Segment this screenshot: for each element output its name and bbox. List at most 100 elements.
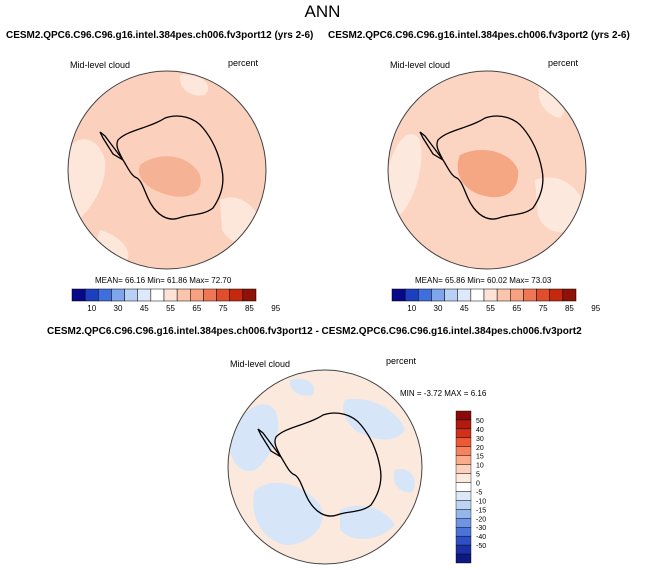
- panel1-colorbar-tick-label: 95: [271, 304, 280, 313]
- diff-colorbar-swatch: [455, 455, 472, 465]
- panel1-colorbar-swatch: [203, 288, 217, 302]
- diff-colorbar-tick-label: 0: [476, 481, 480, 488]
- diff-colorbar-swatch: [455, 527, 472, 537]
- diff-blue-patch: [340, 505, 395, 540]
- diff-blue-patch: [343, 399, 405, 440]
- diff-map: [227, 369, 423, 565]
- diff-colorbar-tick-label: 20: [476, 445, 484, 452]
- diff-variable-label: Mid-level cloud: [230, 359, 291, 369]
- diff-colorbar-tick-label: 15: [476, 454, 484, 461]
- panel1-colorbar-tick-label: 85: [245, 304, 254, 313]
- diff-colorbar-swatch: [455, 544, 472, 555]
- diff-stats: MIN = -3.72 MAX = 6.16: [400, 389, 487, 398]
- panel2-colorbar-tick-label: 45: [460, 304, 469, 313]
- panel1-colorbar-tick-label: 45: [140, 304, 149, 313]
- panel2-light-patch: [538, 85, 564, 118]
- panel2-colorbar-swatch: [444, 288, 458, 302]
- panel2-colorbar-swatch: [536, 288, 550, 302]
- diff-colorbar-tick-label: 10: [476, 463, 484, 470]
- panel1-colorbar-swatch: [190, 288, 204, 302]
- panel2-colorbar-swatch: [457, 288, 472, 302]
- diff-colorbar-swatch: [455, 518, 472, 528]
- panel1-colorbar-swatch: [216, 288, 230, 302]
- diff-colorbar-tick-label: -20: [476, 516, 486, 523]
- panel2-map: [387, 70, 587, 270]
- panel1-colorbar: 10 30 45 55 65 75 85 95: [71, 288, 281, 313]
- panel1-map: [67, 70, 267, 270]
- panel1-colorbar-tick-label: 65: [192, 304, 201, 313]
- panel2-colorbar-swatch: [523, 288, 537, 302]
- diff-colorbar-swatch: [455, 553, 472, 564]
- panel1-colorbar-swatch: [137, 288, 152, 302]
- panel1-units-label: percent: [228, 58, 259, 68]
- diff-units-label: percent: [386, 356, 417, 366]
- diff-colorbar-tick-label: -30: [476, 525, 486, 532]
- panel1-colorbar-tick-label: 10: [87, 304, 96, 313]
- panel1-colorbar-swatch: [163, 288, 178, 302]
- panel2-dark-patch: [457, 150, 519, 198]
- panel2-colorbar: 10 30 45 55 65 75 85 95: [391, 288, 601, 313]
- diff-colorbar-swatch: [455, 446, 472, 456]
- diff-colorbar-swatch: [455, 535, 472, 546]
- panel1-colorbar-swatch: [150, 288, 165, 302]
- panel1-colorbar-swatch: [242, 288, 257, 302]
- panel2-globe-border: [387, 70, 587, 270]
- panel2-colorbar-tick-label: 65: [512, 304, 521, 313]
- panel1-colorbar-tick-label: 55: [166, 304, 175, 313]
- panel1-stats: MEAN= 66.16 Min= 61.86 Max= 72.70: [95, 276, 232, 285]
- panel1-colorbar-swatch: [111, 288, 125, 302]
- diff-colorbar-tick-label: 5: [476, 472, 480, 479]
- panel1-colorbar-tick-label: 30: [114, 304, 123, 313]
- panel1-colorbar-swatch: [176, 288, 191, 302]
- panel2-colorbar-swatch: [431, 288, 445, 302]
- panel2-colorbar-swatch: [404, 288, 419, 302]
- panel2-light-patch: [388, 134, 422, 215]
- diff-colorbar-tick-label: -15: [476, 507, 486, 514]
- panel2-colorbar-swatch: [470, 288, 485, 302]
- panel2-colorbar-tick-label: 55: [486, 304, 495, 313]
- diff-colorbar-swatch: [455, 419, 472, 430]
- panel1-colorbar-swatch: [98, 288, 112, 302]
- panel2-colorbar-swatch: [496, 288, 511, 302]
- diff-colorbar-swatch: [455, 482, 472, 492]
- diff-colorbar-swatch: [455, 428, 472, 439]
- panel2-colorbar-tick-label: 75: [539, 304, 548, 313]
- panel2-colorbar-tick-label: 30: [434, 304, 443, 313]
- diff-globe-border: [227, 369, 423, 565]
- panel1-light-patch: [68, 139, 106, 220]
- panel1-globe-border: [67, 70, 267, 270]
- diff-colorbar-tick-label: 30: [476, 436, 484, 443]
- diff-colorbar-tick-label: -50: [476, 543, 486, 550]
- panel1-title: CESM2.QPC6.C96.C96.g16.intel.384pes.ch00…: [6, 30, 314, 41]
- diff-colorbar-swatch: [455, 464, 472, 474]
- diff-panel-title: CESM2.QPC6.C96.C96.g16.intel.384pes.ch00…: [47, 326, 582, 337]
- panel1-colorbar-swatch: [71, 288, 86, 302]
- panel1-colorbar-swatch: [229, 288, 244, 302]
- panel2-colorbar-tick-label: 10: [407, 304, 416, 313]
- panel2-colorbar-swatch: [510, 288, 524, 302]
- panel2-colorbar-swatch: [562, 288, 577, 302]
- panel2-colorbar-swatch: [483, 288, 498, 302]
- diff-colorbar-swatch: [455, 491, 472, 501]
- figure-title: ANN: [304, 2, 341, 21]
- diff-colorbar-tick-label: -10: [476, 498, 486, 505]
- panel1-dark-patch: [139, 156, 201, 197]
- diff-blue-patch: [289, 378, 315, 396]
- panel2-colorbar-tick-label: 85: [565, 304, 574, 313]
- diff-colorbar-swatch: [455, 500, 472, 510]
- panel2-title: CESM2.QPC6.C96.C96.g16.intel.384pes.ch00…: [328, 30, 630, 41]
- panel1-colorbar-swatch: [124, 288, 138, 302]
- diff-blue-patch: [393, 469, 415, 493]
- panel2-colorbar-tick-label: 95: [591, 304, 600, 313]
- diff-colorbar-swatch: [455, 509, 472, 519]
- diff-colorbar-tick-label: -5: [476, 489, 482, 496]
- diff-colorbar-tick-label: -40: [476, 534, 486, 541]
- panel1-variable-label: Mid-level cloud: [70, 60, 131, 70]
- panel2-colorbar-swatch: [418, 288, 432, 302]
- panel2-stats: MEAN= 65.86 Min= 60.02 Max= 73.03: [415, 276, 552, 285]
- panel1-colorbar-swatch: [84, 288, 99, 302]
- panel2-variable-label: Mid-level cloud: [390, 60, 451, 70]
